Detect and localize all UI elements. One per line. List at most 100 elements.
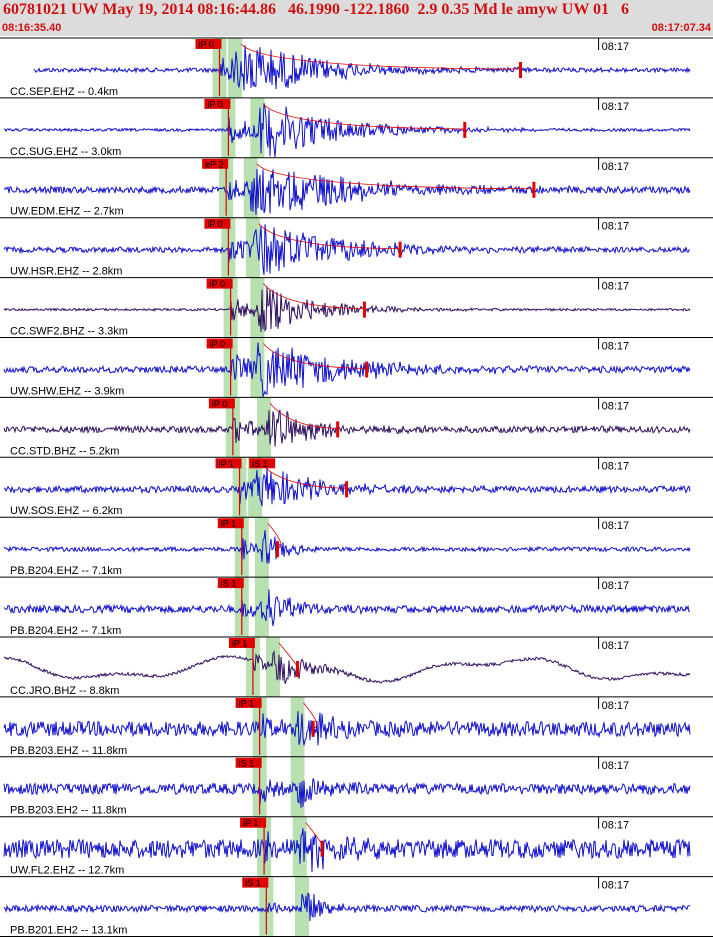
waveform: [3, 103, 691, 157]
pick-label-box: [228, 638, 255, 648]
coda-end-marker: [320, 840, 324, 857]
station-label: CC.SEP.EHZ -- 0.4km: [10, 86, 118, 98]
coda-curve: [263, 283, 365, 309]
waveform: [3, 342, 691, 397]
coda-end-marker: [532, 181, 536, 198]
station-label: PB.B201.EH2 -- 13.1km: [10, 925, 127, 937]
pick-label-box: [215, 458, 242, 469]
pick-label-box: [204, 98, 231, 109]
pick-label: iP 1: [219, 459, 234, 469]
coda-end-marker: [362, 301, 366, 318]
tick-label: 08:17: [602, 400, 630, 412]
pick-label: iP 0: [207, 219, 222, 229]
pick-label-box: [217, 578, 244, 589]
station-label: UW.FL2.EHZ -- 12.7km: [10, 865, 124, 877]
s-pick-label-box: [249, 458, 276, 469]
coda-curve: [269, 403, 338, 429]
pick-label-box: [242, 877, 269, 888]
coda-end-marker: [336, 421, 340, 438]
station-label: PB.B204.EHZ -- 7.1km: [10, 565, 122, 577]
pick-label-box: [206, 278, 233, 289]
tick-label: 08:17: [602, 101, 630, 113]
pick-label: iP 0: [198, 40, 213, 50]
tick-label: 08:17: [602, 580, 630, 592]
tick-label: 08:17: [602, 460, 630, 472]
pick-label: iP 1: [243, 818, 258, 828]
coda-end-marker: [398, 241, 402, 258]
pick-label: iP 1: [239, 698, 254, 708]
tick-label: 08:17: [602, 880, 630, 892]
pick-label: iP 0: [207, 99, 222, 109]
coda-end-marker: [463, 121, 467, 138]
coda-curve: [258, 223, 401, 250]
pick-label: eP 2: [205, 159, 223, 169]
station-label: CC.SWF2.BHZ -- 3.3km: [10, 326, 128, 338]
station-label: PB.B204.EH2 -- 7.1km: [10, 625, 121, 637]
pick-label: iS 1: [221, 579, 237, 589]
waveform: [3, 530, 691, 564]
station-label: UW.SHW.EHZ -- 3.9km: [10, 385, 124, 397]
trace-panel: 08:17 iP 1 PB.B203.EHZ -- 11.8km: [0, 696, 713, 757]
trace-panel: 08:17 iP 0 CC.STD.BHZ -- 5.2km: [0, 396, 713, 457]
coda-curve: [240, 43, 521, 70]
pick-label: iP 1: [221, 519, 236, 529]
trace-panel: 08:17 iS 1 PB.B204.EH2 -- 7.1km: [0, 576, 713, 637]
event-title: 60781021 UW May 19, 2014 08:16:44.86 46.…: [3, 1, 630, 18]
pick-label: iP 0: [210, 339, 225, 349]
station-label: UW.SOS.EHZ -- 6.2km: [10, 505, 122, 517]
trace-panel: 08:17 iP 1 UW.FL2.EHZ -- 12.7km: [0, 816, 713, 877]
station-label: UW.EDM.EHZ -- 2.7km: [10, 206, 124, 218]
tick-label: 08:17: [602, 760, 630, 772]
coda-curve: [263, 103, 465, 130]
waveform: [3, 711, 691, 746]
pick-label-box: [195, 39, 222, 49]
coda-curve: [263, 343, 367, 369]
waveform: [33, 45, 691, 91]
tick-label: 08:17: [602, 520, 630, 532]
travel-time-windows: [212, 38, 309, 937]
pick-label: iP 0: [212, 399, 227, 409]
pick-label-box: [206, 338, 233, 349]
station-label: UW.HSR.EHZ -- 2.8km: [10, 266, 122, 278]
pick-label-box: [235, 697, 262, 708]
coda-end-marker: [275, 541, 279, 558]
tick-label: 08:17: [602, 221, 630, 233]
start-time: 08:16:35.40: [2, 22, 62, 34]
station-label: CC.STD.BHZ -- 5.2km: [10, 445, 119, 457]
pick-label: iS 1: [245, 878, 261, 888]
coda-end-marker: [519, 62, 523, 78]
trace-panel: 08:17 iP 0 CC.SUG.EHZ -- 3.0km: [0, 97, 713, 158]
tick-label: 08:17: [602, 640, 630, 652]
trace-panel: 08:17 iS 1 PB.B203.EH2 -- 11.8km: [0, 756, 713, 817]
event-header: 60781021 UW May 19, 2014 08:16:44.86 46.…: [0, 0, 713, 36]
s-window-band: [228, 38, 309, 937]
pick-label: iS 1: [239, 758, 255, 768]
station-label: PB.B203.EH2 -- 11.8km: [10, 805, 127, 817]
tick-label: 08:17: [602, 161, 630, 173]
pick-label-box: [202, 158, 229, 169]
pick-label-box: [204, 218, 231, 229]
trace-panel: 08:17 iP 1 iS 1 UW.SOS.EHZ -- 6.2km: [0, 456, 713, 517]
coda-end-marker: [296, 661, 300, 677]
s-pick-label: iS 1: [252, 459, 268, 469]
p-window-band: [212, 38, 274, 937]
pick-label: iP 1: [232, 639, 247, 649]
tick-label: 08:17: [602, 281, 630, 293]
waveform: [3, 649, 691, 684]
trace-panel: 08:17 iP 1 PB.B204.EHZ -- 7.1km: [0, 516, 713, 577]
end-time: 08:17:07.34: [651, 22, 711, 34]
waveform: [3, 828, 691, 873]
trace-panel: 08:17 iP 0 CC.SWF2.BHZ -- 3.3km: [0, 277, 713, 338]
trace-panel: 08:17 iP 0 UW.HSR.EHZ -- 2.8km: [0, 217, 713, 278]
coda-end-marker: [345, 481, 349, 498]
trace-panel: 08:17 iP 1 CC.JRO.BHZ -- 8.8km: [0, 636, 713, 697]
trace-panel: 08:17 iP 0 UW.SHW.EHZ -- 3.9km: [0, 337, 713, 397]
pick-label-box: [217, 518, 244, 529]
tick-label: 08:17: [602, 700, 630, 712]
waveform: [3, 168, 691, 215]
pick-label-box: [240, 817, 267, 828]
coda-curve: [256, 163, 534, 190]
coda-end-marker: [365, 361, 369, 378]
tick-label: 08:17: [602, 41, 630, 53]
